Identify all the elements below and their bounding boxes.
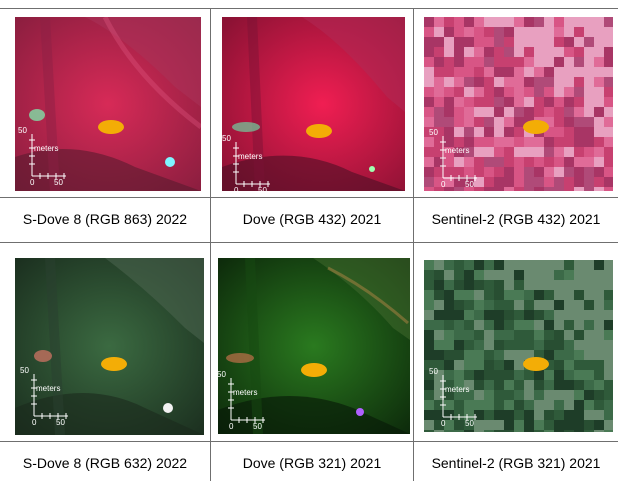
satellite-image-dove-truecolor <box>218 258 410 434</box>
scale-tick-label: 50 <box>217 370 226 379</box>
panel-caption: S-Dove 8 (RGB 632) 2022 <box>22 455 188 471</box>
scale-unit-label: meters <box>445 385 470 394</box>
scale-end-label: 50 <box>54 178 63 187</box>
panel-caption: Dove (RGB 321) 2021 <box>242 455 382 471</box>
grid-divider <box>0 441 618 442</box>
scale-end-label: 50 <box>258 186 267 195</box>
scale-zero-label: 0 <box>32 418 37 427</box>
panel-caption: Sentinel-2 (RGB 321) 2021 <box>431 455 601 471</box>
grid-divider <box>0 8 618 9</box>
scale-tick-label: 50 <box>18 126 27 135</box>
grid-divider <box>0 242 618 243</box>
scale-end-label: 50 <box>253 422 262 431</box>
scale-end-label: 50 <box>465 180 474 189</box>
grid-divider <box>413 8 414 481</box>
scale-bar <box>225 374 271 432</box>
scale-tick-label: 50 <box>20 366 29 375</box>
scale-zero-label: 0 <box>441 180 446 189</box>
scale-zero-label: 0 <box>30 178 35 187</box>
panel-caption: Sentinel-2 (RGB 432) 2021 <box>431 211 601 227</box>
scale-unit-label: meters <box>238 152 263 161</box>
satellite-image-sdove-falsecolor <box>15 17 201 191</box>
target-marker <box>101 357 127 371</box>
scale-tick-label: 50 <box>222 134 231 143</box>
scale-zero-label: 0 <box>441 419 446 428</box>
scale-unit-label: meters <box>34 144 59 153</box>
panel-caption: S-Dove 8 (RGB 863) 2022 <box>22 211 188 227</box>
scale-unit-label: meters <box>233 388 258 397</box>
scale-unit-label: meters <box>445 146 470 155</box>
scale-bar <box>28 370 74 428</box>
target-marker <box>98 120 124 134</box>
scale-unit-label: meters <box>36 384 61 393</box>
scale-end-label: 50 <box>465 419 474 428</box>
target-marker <box>523 120 549 134</box>
target-marker <box>523 357 549 371</box>
grid-divider <box>0 197 618 198</box>
scale-bar <box>230 138 276 196</box>
satellite-image-sdove-truecolor <box>15 258 204 435</box>
scale-zero-label: 0 <box>229 422 234 431</box>
scale-bar <box>437 371 483 429</box>
scale-zero-label: 0 <box>234 186 239 195</box>
satellite-image-sentinel-truecolor <box>424 260 613 432</box>
satellite-image-dove-falsecolor <box>222 17 405 191</box>
grid-divider <box>210 8 211 481</box>
target-marker <box>306 124 332 138</box>
panel-caption: Dove (RGB 432) 2021 <box>242 211 382 227</box>
scale-tick-label: 50 <box>429 128 438 137</box>
target-marker <box>301 363 327 377</box>
scale-end-label: 50 <box>56 418 65 427</box>
scale-bar <box>26 130 72 188</box>
scale-bar <box>437 132 483 190</box>
scale-tick-label: 50 <box>429 367 438 376</box>
satellite-image-sentinel-falsecolor <box>424 17 613 191</box>
